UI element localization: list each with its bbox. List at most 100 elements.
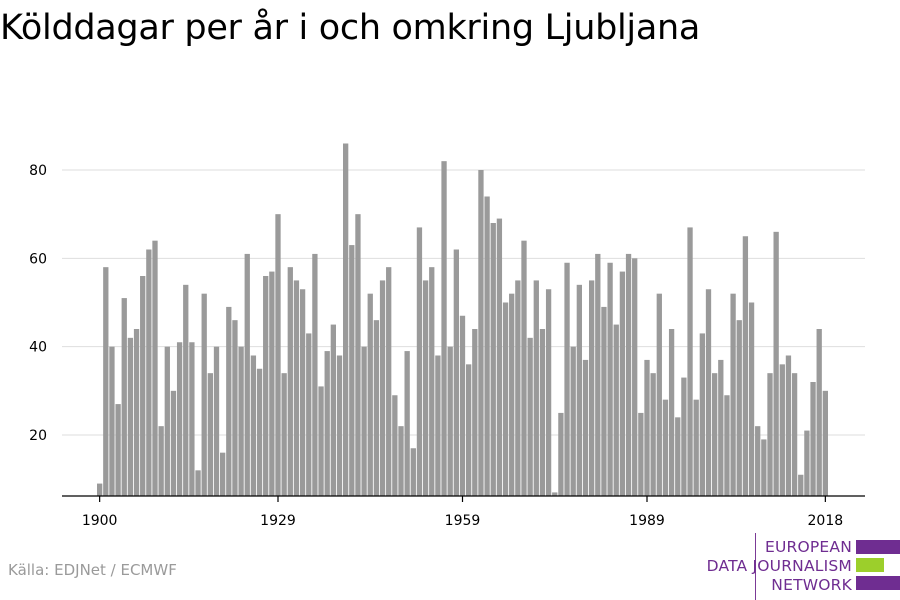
bar-1929[interactable] [275, 214, 281, 496]
bar-1977[interactable] [570, 346, 576, 496]
bar-1965[interactable] [496, 218, 503, 497]
bar-1915[interactable] [189, 342, 195, 496]
bar-1975[interactable] [558, 412, 564, 496]
bar-1999[interactable] [705, 289, 712, 496]
bar-1984[interactable] [613, 324, 619, 496]
bar-1972[interactable] [539, 329, 546, 496]
bar-1950[interactable] [404, 351, 410, 496]
bar-1942[interactable] [355, 214, 361, 496]
bar-1948[interactable] [392, 395, 398, 496]
bar-2015[interactable] [804, 430, 810, 496]
bar-1974[interactable] [552, 492, 558, 496]
bar-1986[interactable] [625, 253, 632, 496]
bar-1951[interactable] [410, 448, 416, 496]
bar-1963[interactable] [484, 196, 490, 497]
bar-1930[interactable] [281, 373, 287, 496]
bar-1914[interactable] [183, 284, 189, 496]
bar-1983[interactable] [607, 262, 613, 496]
bar-1993[interactable] [668, 329, 675, 496]
bar-1964[interactable] [490, 223, 496, 496]
bar-1989[interactable] [644, 359, 650, 496]
bar-1944[interactable] [367, 293, 373, 496]
bar-1911[interactable] [164, 346, 170, 496]
bar-2003[interactable] [730, 293, 736, 496]
bar-1903[interactable] [115, 404, 121, 496]
bar-1934[interactable] [306, 333, 312, 496]
bar-1961[interactable] [472, 329, 478, 496]
bar-1922[interactable] [232, 320, 238, 496]
bar-1933[interactable] [299, 289, 306, 496]
bar-1906[interactable] [133, 329, 140, 496]
bar-1926[interactable] [256, 368, 263, 496]
bar-1940[interactable] [343, 143, 349, 497]
bar-1907[interactable] [140, 276, 146, 496]
bar-1952[interactable] [416, 227, 423, 496]
bar-2001[interactable] [718, 359, 724, 496]
bar-1998[interactable] [699, 333, 705, 496]
bar-2007[interactable] [755, 426, 761, 496]
bar-2006[interactable] [748, 302, 755, 497]
bar-1900[interactable] [97, 483, 103, 496]
bar-1943[interactable] [361, 346, 367, 496]
bar-1966[interactable] [502, 302, 509, 497]
bar-1971[interactable] [533, 280, 539, 496]
bar-2011[interactable] [779, 364, 785, 496]
bar-1994[interactable] [675, 417, 681, 496]
bar-1938[interactable] [330, 324, 336, 496]
bar-1924[interactable] [244, 253, 250, 496]
bar-1919[interactable] [213, 346, 220, 496]
bar-1962[interactable] [478, 170, 484, 496]
bar-1997[interactable] [693, 399, 699, 496]
bar-1955[interactable] [435, 355, 441, 497]
bar-2014[interactable] [798, 474, 804, 496]
bar-1957[interactable] [447, 346, 453, 496]
bar-1979[interactable] [582, 359, 589, 496]
bar-1902[interactable] [109, 346, 115, 496]
bar-1967[interactable] [509, 293, 515, 496]
bar-2012[interactable] [785, 355, 792, 497]
bar-1905[interactable] [127, 337, 134, 496]
bar-1949[interactable] [398, 426, 404, 496]
bar-1968[interactable] [515, 280, 521, 496]
bar-1908[interactable] [146, 249, 152, 497]
bar-1982[interactable] [601, 306, 607, 496]
edjnet-logo[interactable]: EUROPEAN DATA JOURNALISM NETWORK [700, 533, 900, 600]
bar-2004[interactable] [736, 320, 742, 496]
bar-1913[interactable] [176, 342, 183, 496]
bar-1969[interactable] [521, 240, 527, 496]
bar-1918[interactable] [207, 373, 213, 496]
bar-1901[interactable] [103, 267, 109, 496]
bar-1985[interactable] [619, 271, 626, 496]
bar-1973[interactable] [545, 289, 552, 496]
bar-1923[interactable] [238, 346, 244, 496]
bar-2016[interactable] [810, 382, 816, 496]
bar-1987[interactable] [632, 258, 638, 496]
bar-1909[interactable] [152, 240, 158, 496]
bar-1959[interactable] [459, 315, 466, 496]
bar-2000[interactable] [712, 373, 718, 496]
bar-1935[interactable] [312, 253, 318, 496]
bar-1970[interactable] [527, 337, 533, 496]
bar-1978[interactable] [576, 284, 582, 496]
bar-2005[interactable] [742, 236, 749, 496]
bar-1904[interactable] [121, 298, 127, 496]
bar-1932[interactable] [293, 280, 300, 496]
bar-1928[interactable] [269, 271, 275, 496]
bar-1937[interactable] [324, 351, 330, 496]
bar-2008[interactable] [761, 439, 767, 496]
bar-1960[interactable] [466, 364, 472, 496]
bar-1936[interactable] [318, 386, 324, 496]
bar-1920[interactable] [220, 452, 226, 496]
bar-2010[interactable] [773, 231, 779, 497]
bar-1945[interactable] [373, 320, 380, 496]
bar-1912[interactable] [170, 390, 177, 496]
bar-1954[interactable] [429, 267, 435, 496]
bar-1992[interactable] [662, 399, 669, 496]
bar-1990[interactable] [650, 373, 656, 496]
bar-1988[interactable] [638, 412, 644, 496]
bar-1956[interactable] [441, 161, 447, 496]
bar-1939[interactable] [336, 355, 343, 497]
bar-1958[interactable] [453, 249, 459, 497]
bar-1953[interactable] [422, 280, 429, 496]
bar-1941[interactable] [349, 245, 355, 496]
